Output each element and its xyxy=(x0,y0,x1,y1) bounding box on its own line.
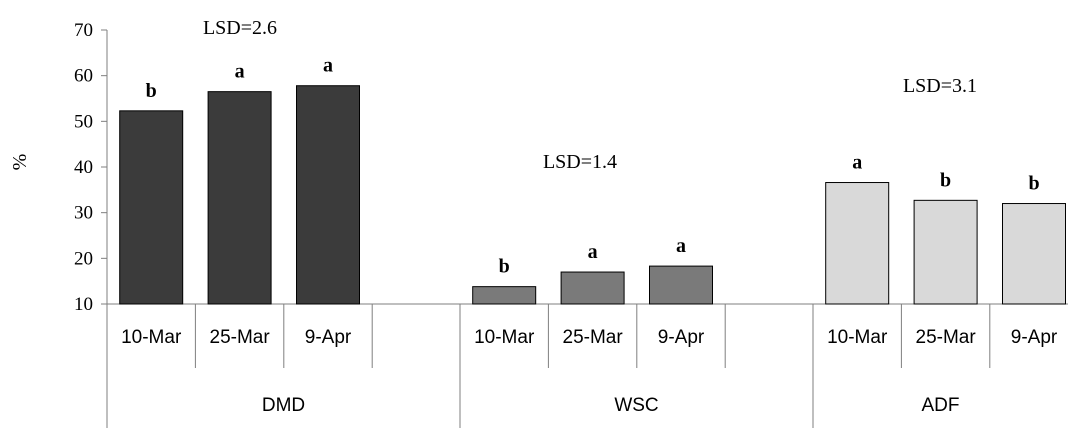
significance-letter: a xyxy=(852,152,862,174)
lsd-annotation: LSD=2.6 xyxy=(203,17,277,39)
x-category-label: 25-Mar xyxy=(563,327,624,348)
x-category-label: 9-Apr xyxy=(1011,327,1058,348)
y-tick-label: 60 xyxy=(74,66,93,87)
y-tick-label: 50 xyxy=(74,111,93,132)
bar-wsc-9-apr xyxy=(649,265,713,305)
significance-letter: b xyxy=(1028,173,1039,195)
y-axis-title: % xyxy=(9,154,31,171)
x-group-label: DMD xyxy=(262,395,305,416)
lsd-annotation: LSD=3.1 xyxy=(903,75,977,97)
bar-adf-10-mar xyxy=(825,182,890,305)
x-group-label: WSC xyxy=(614,395,658,416)
bars xyxy=(119,85,1066,305)
x-category-label: 10-Mar xyxy=(827,327,888,348)
y-tick-label: 30 xyxy=(74,203,93,224)
x-category-label: 25-Mar xyxy=(210,327,271,348)
bar-wsc-25-mar xyxy=(560,271,625,305)
x-category-label: 10-Mar xyxy=(121,327,182,348)
bar-adf-25-mar xyxy=(913,199,978,305)
y-tick-label: 40 xyxy=(74,157,93,178)
y-tick-label: 20 xyxy=(74,248,93,269)
bar-wsc-10-mar xyxy=(472,286,537,305)
significance-letter: a xyxy=(676,235,686,257)
bar-adf-9-apr xyxy=(1002,203,1066,305)
x-category-label: 9-Apr xyxy=(305,327,352,348)
labels: 10 20 30 40 50 60 70% b 10-Mar a 25-Mar a 9-Apr DMD LS… xyxy=(9,17,1058,416)
significance-letter: a xyxy=(588,241,598,263)
significance-letter: a xyxy=(323,55,333,77)
significance-letter: b xyxy=(499,256,510,278)
bar-dmd-25-mar xyxy=(207,91,272,305)
bar-dmd-9-apr xyxy=(296,85,360,305)
x-category-label: 10-Mar xyxy=(474,327,535,348)
significance-letter: b xyxy=(146,80,157,102)
bar-dmd-10-mar xyxy=(119,110,184,305)
significance-letter: b xyxy=(940,169,951,191)
lsd-annotation: LSD=1.4 xyxy=(543,151,617,173)
x-group-label: ADF xyxy=(922,395,960,416)
x-category-label: 25-Mar xyxy=(916,327,977,348)
x-category-label: 9-Apr xyxy=(658,327,705,348)
significance-letter: a xyxy=(235,61,245,83)
y-tick-label: 10 xyxy=(74,294,93,315)
y-tick-label: 70 xyxy=(74,20,93,41)
